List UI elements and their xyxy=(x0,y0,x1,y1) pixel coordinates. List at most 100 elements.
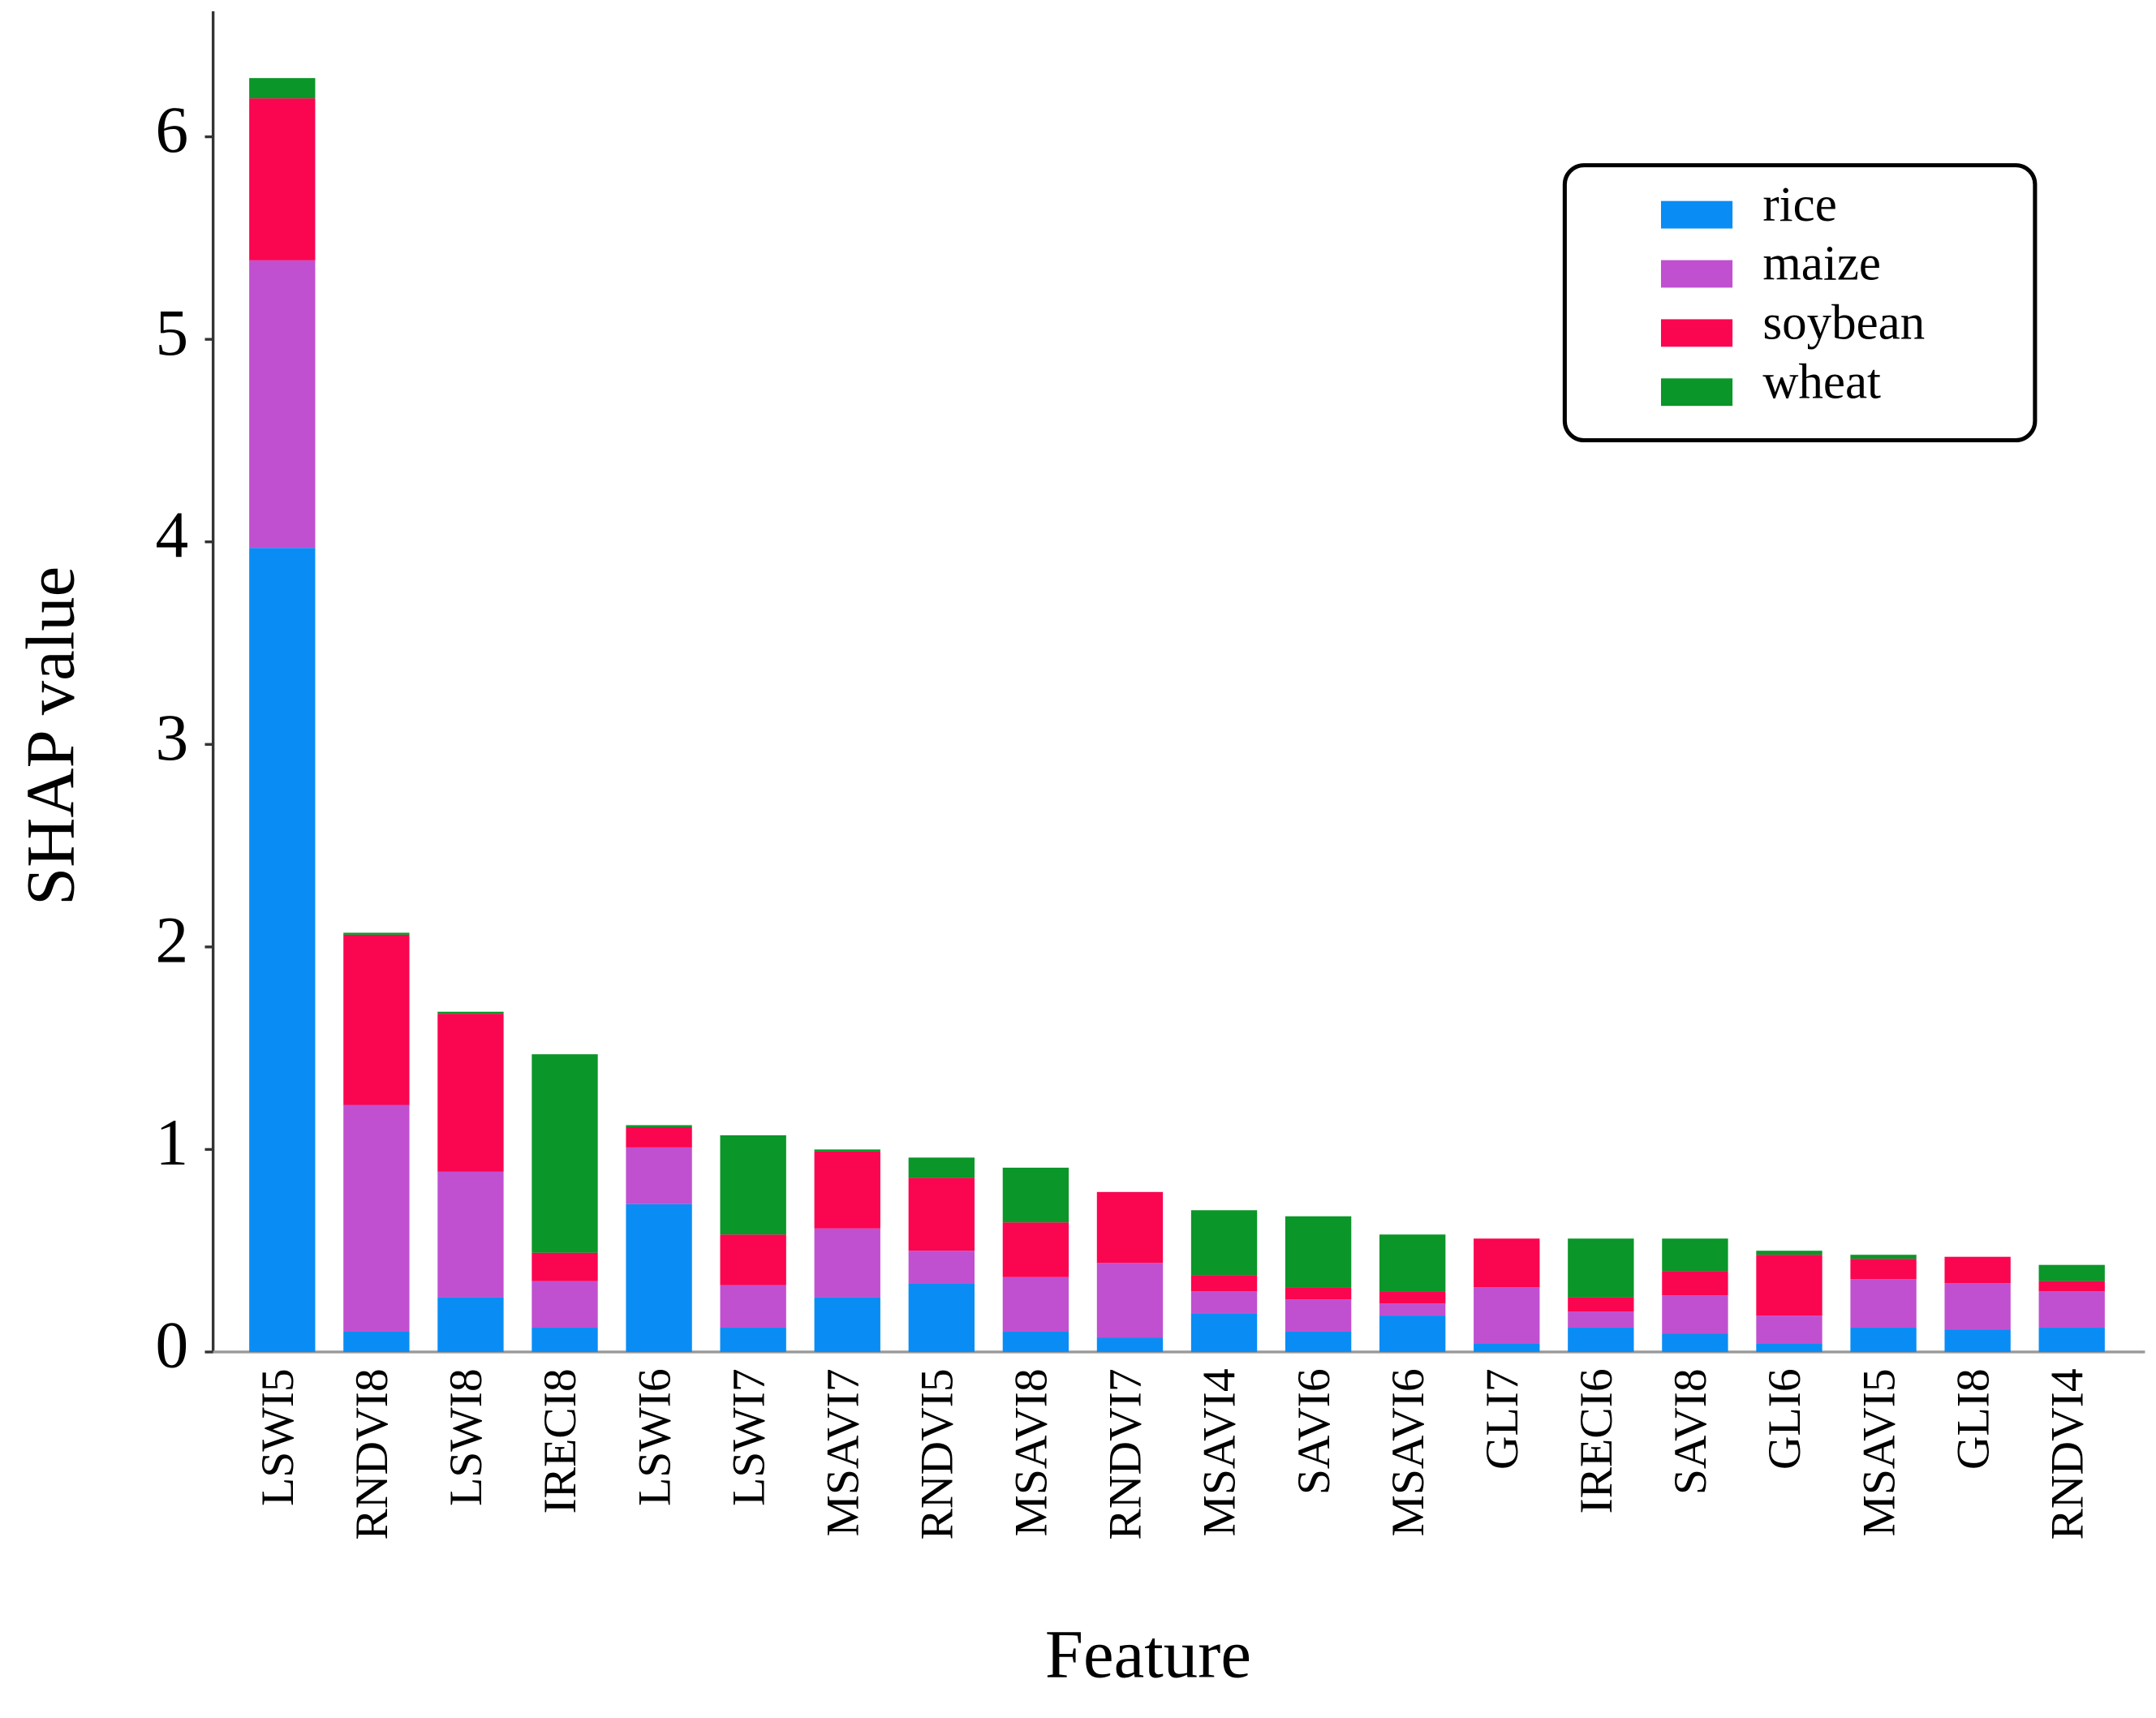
bar-segment xyxy=(249,548,316,1352)
bar-segment xyxy=(1190,1210,1258,1276)
bar-segment xyxy=(437,1297,504,1352)
x-tick-label: GLI7 xyxy=(1477,1368,1528,1470)
bar-segment xyxy=(1190,1275,1258,1292)
bar-segment xyxy=(1662,1333,1728,1352)
x-tick-label: GLI6 xyxy=(1759,1368,1810,1470)
legend-box xyxy=(1562,163,2038,443)
bar-segment xyxy=(531,1281,598,1328)
bar-segment xyxy=(1379,1234,1446,1292)
legend-label: soybean xyxy=(1762,296,1925,351)
bar-segment xyxy=(908,1157,975,1178)
bar-segment xyxy=(908,1251,975,1284)
legend-swatch xyxy=(1660,200,1733,229)
x-tick-label: SAVI6 xyxy=(1289,1368,1340,1495)
bar-segment xyxy=(720,1234,786,1285)
bar-segment xyxy=(1662,1238,1728,1272)
bar-segment xyxy=(814,1149,880,1152)
bar-segment xyxy=(1002,1332,1069,1352)
x-tick-label: MSAVI6 xyxy=(1383,1368,1434,1536)
bar-segment xyxy=(1285,1332,1352,1352)
y-tick-label: 6 xyxy=(155,93,188,166)
bar-segment xyxy=(1285,1299,1352,1333)
bar-segment xyxy=(1096,1191,1164,1264)
bar-segment xyxy=(908,1283,975,1352)
legend-label: wheat xyxy=(1762,355,1881,409)
bar-segment xyxy=(814,1228,880,1298)
x-tick-label: LSWI6 xyxy=(629,1368,680,1506)
bar-segment xyxy=(1944,1329,2011,1352)
legend-label: rice xyxy=(1762,178,1836,232)
y-tick-label: 3 xyxy=(155,701,188,774)
x-tick-label: RNDVI5 xyxy=(912,1368,963,1539)
bar-segment xyxy=(2038,1291,2105,1328)
bar-segment xyxy=(1662,1271,1728,1296)
x-tick-label: LSWI5 xyxy=(252,1368,303,1506)
bar-segment xyxy=(1850,1279,1917,1328)
bar-segment xyxy=(1568,1297,1634,1312)
bar-segment xyxy=(908,1178,975,1251)
bar-segment xyxy=(1379,1315,1446,1352)
bar-segment xyxy=(720,1328,786,1352)
bar-segment xyxy=(626,1203,692,1352)
x-tick-label: GLI8 xyxy=(1947,1368,1999,1470)
bar-segment xyxy=(531,1054,598,1253)
y-tick-label: 1 xyxy=(155,1106,188,1179)
bar-segment xyxy=(1002,1222,1069,1277)
bar-segment xyxy=(1756,1255,1822,1316)
bar-segment xyxy=(720,1135,786,1235)
bar-segment xyxy=(626,1147,692,1204)
bar-segment xyxy=(1474,1238,1540,1288)
x-tick-label: MSAVI8 xyxy=(1006,1368,1057,1536)
legend-label: maize xyxy=(1762,237,1881,291)
x-tick-label: RNDVI7 xyxy=(1100,1368,1151,1539)
bar-segment xyxy=(1944,1256,2011,1284)
bar-segment xyxy=(249,260,316,549)
bar-segment xyxy=(531,1328,598,1352)
legend-swatch xyxy=(1660,260,1733,288)
bar-segment xyxy=(1190,1291,1258,1314)
bar-segment xyxy=(1850,1259,1917,1280)
bar-segment xyxy=(1850,1255,1917,1259)
x-tick-label: RNDVI4 xyxy=(2042,1368,2093,1539)
bar-segment xyxy=(1002,1277,1069,1333)
bar-segment xyxy=(1474,1287,1540,1345)
bar-segment xyxy=(249,98,316,260)
y-tick-label: 5 xyxy=(155,296,188,369)
y-tick-label: 2 xyxy=(155,904,188,977)
y-tick-label: 4 xyxy=(155,498,188,571)
bar-segment xyxy=(1190,1313,1258,1352)
bar-segment xyxy=(1285,1287,1352,1300)
bar-segment xyxy=(249,78,316,99)
bar-segment xyxy=(1944,1283,2011,1330)
bar-segment xyxy=(814,1297,880,1352)
legend-swatch xyxy=(1660,378,1733,407)
bar-segment xyxy=(1756,1251,1822,1255)
x-tick-label: IRECI8 xyxy=(535,1368,586,1513)
bar-segment xyxy=(1285,1216,1352,1288)
bar-segment xyxy=(814,1151,880,1229)
bar-segment xyxy=(343,1332,410,1352)
bar-segment xyxy=(1096,1263,1164,1338)
legend-swatch xyxy=(1660,319,1733,347)
bar-segment xyxy=(531,1252,598,1281)
bar-segment xyxy=(343,932,410,935)
bar-segment xyxy=(1568,1238,1634,1298)
bar-segment xyxy=(626,1125,692,1127)
bar-segment xyxy=(1474,1344,1540,1352)
bar-segment xyxy=(2038,1281,2105,1292)
bar-segment xyxy=(1379,1303,1446,1316)
x-axis-title: Feature xyxy=(1045,1617,1251,1693)
x-tick-label: SAVI8 xyxy=(1665,1368,1716,1495)
bar-segment xyxy=(343,934,410,1105)
bar-segment xyxy=(2038,1264,2105,1281)
bar-segment xyxy=(437,1171,504,1298)
bar-segment xyxy=(1756,1344,1822,1352)
bar-segment xyxy=(1568,1328,1634,1352)
bar-segment xyxy=(2038,1328,2105,1352)
bar-segment xyxy=(343,1104,410,1333)
x-tick-label: MSAVI7 xyxy=(817,1368,868,1536)
bar-segment xyxy=(1756,1315,1822,1345)
bar-segment xyxy=(1096,1337,1164,1352)
